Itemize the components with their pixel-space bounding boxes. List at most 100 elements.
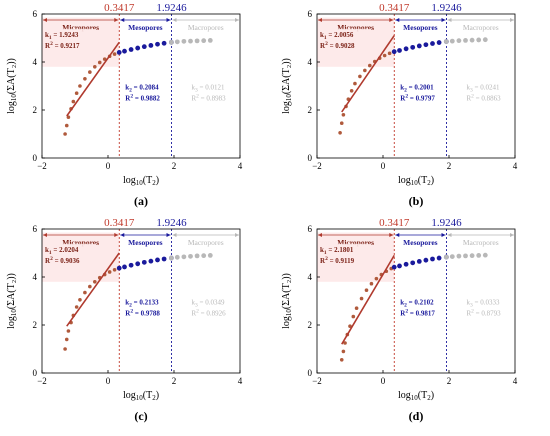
y-tick-label: 2: [308, 105, 313, 115]
fit-r2-label: R2 = 0.8926: [192, 309, 227, 318]
fit-k-label: k3 = 0.0241: [467, 84, 500, 94]
region-label: Micropores: [337, 23, 374, 32]
data-point-macro: [168, 39, 174, 45]
data-point-macro: [476, 253, 482, 258]
fit-line: [66, 41, 120, 117]
fit-r2-label: R2 = 0.9817: [400, 309, 435, 318]
region-arrowhead: [447, 18, 452, 22]
data-point-macro: [476, 37, 482, 43]
region-label: Micropores: [62, 23, 99, 32]
data-point-meso: [423, 42, 429, 48]
y-tick-label: 4: [308, 57, 313, 67]
fit-line: [66, 252, 120, 327]
data-point-micro: [363, 68, 367, 73]
data-point-meso: [391, 264, 397, 270]
panel-1: 0.3417 1.9246 Micropores Mesopores Macropore…: [281, 2, 518, 208]
region-arrowhead: [43, 233, 47, 237]
x-tick-label: −2: [37, 161, 47, 171]
x-tick-label: 0: [106, 376, 111, 386]
data-point-micro: [338, 131, 342, 135]
data-point-meso: [155, 257, 160, 263]
data-point-micro: [107, 270, 112, 274]
data-point-micro: [78, 298, 82, 302]
data-point-meso: [135, 261, 141, 267]
region-arrowhead: [510, 18, 514, 22]
y-tick-label: 0: [33, 153, 38, 163]
fit-k-label: k2 = 0.2133: [125, 299, 159, 309]
fit-r2-label: R2 = 0.9028: [320, 41, 355, 50]
data-point-meso: [116, 50, 122, 55]
data-point-macro: [207, 38, 213, 43]
data-point-micro: [74, 305, 79, 309]
data-point-micro: [71, 99, 76, 104]
data-point-micro: [382, 53, 387, 58]
x-tick-label: 4: [513, 376, 518, 386]
data-point-micro: [358, 74, 362, 79]
data-point-micro: [66, 329, 71, 333]
boundary-label: 0.3417: [379, 2, 410, 14]
data-point-micro: [78, 84, 82, 88]
region-arrowhead: [389, 18, 394, 22]
data-point-macro: [449, 38, 455, 44]
data-point-meso: [416, 43, 422, 49]
data-point-micro: [341, 113, 346, 117]
x-axis-label: log10(T2): [123, 175, 159, 187]
data-point-micro: [364, 288, 369, 292]
panel-label: (b): [409, 194, 424, 208]
data-point-macro: [207, 253, 213, 258]
fit-r2-label: R2 = 0.9788: [125, 309, 160, 318]
data-point-macro: [174, 254, 180, 260]
data-point-micro: [348, 324, 352, 328]
data-point-macro: [482, 252, 488, 258]
data-point-macro: [482, 37, 488, 43]
data-point-micro: [93, 280, 97, 284]
x-tick-label: 4: [513, 161, 518, 171]
data-point-macro: [194, 38, 200, 44]
data-point-macro: [194, 253, 200, 259]
region-arrowhead: [395, 18, 400, 22]
data-point-meso: [155, 41, 160, 47]
data-point-meso: [403, 46, 409, 52]
data-point-meso: [410, 260, 416, 266]
y-tick-label: 4: [308, 272, 313, 282]
data-point-micro: [97, 60, 102, 65]
data-point-micro: [351, 314, 356, 319]
region-arrowhead: [389, 233, 394, 237]
data-point-meso: [161, 256, 167, 262]
data-point-micro: [63, 132, 67, 136]
fit-k-label: k1 = 2.0204: [45, 246, 79, 256]
region-label: Macropores: [463, 238, 499, 247]
data-point-micro: [64, 337, 69, 342]
data-point-meso: [122, 264, 127, 270]
x-tick-label: 0: [381, 161, 386, 171]
region-arrowhead: [318, 233, 322, 237]
data-point-macro: [201, 38, 207, 44]
data-point-micro: [387, 51, 392, 56]
data-point-meso: [436, 40, 442, 45]
data-point-micro: [359, 296, 364, 301]
region-arrowhead: [166, 18, 171, 22]
fit-r2-label: R2 = 0.9119: [320, 256, 355, 265]
boundary-label: 0.3417: [104, 2, 135, 14]
boundary-label: 1.9246: [156, 2, 187, 14]
data-point-micro: [74, 91, 79, 95]
data-point-macro: [443, 254, 449, 260]
data-point-micro: [339, 358, 344, 362]
data-point-micro: [83, 290, 87, 295]
data-point-micro: [341, 349, 346, 354]
data-point-meso: [122, 48, 127, 54]
fit-r2-label: R2 = 0.8863: [467, 94, 502, 103]
data-point-micro: [63, 347, 67, 351]
data-point-micro: [88, 284, 92, 289]
data-point-macro: [449, 254, 455, 259]
data-point-macro: [456, 38, 462, 44]
data-point-meso: [391, 49, 397, 55]
region-label: Mesopores: [403, 238, 438, 247]
data-point-macro: [181, 38, 187, 44]
boundary-label: 1.9246: [431, 217, 462, 229]
x-tick-label: 2: [447, 376, 452, 386]
data-point-meso: [148, 258, 154, 264]
panel-label: (c): [134, 409, 147, 423]
fit-k-label: k1 = 2.1801: [320, 246, 354, 256]
